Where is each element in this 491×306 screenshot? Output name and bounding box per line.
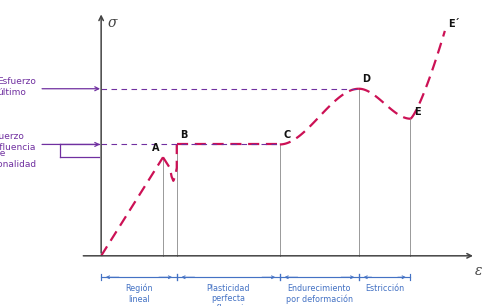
Text: C: C — [283, 130, 291, 140]
Text: Esfuerzo
de fluencia: Esfuerzo de fluencia — [0, 132, 36, 152]
Text: Estricción: Estricción — [365, 284, 404, 293]
Text: Endurecimiento
por deformación: Endurecimiento por deformación — [286, 284, 353, 304]
Text: B: B — [180, 130, 188, 140]
Text: ε: ε — [475, 264, 483, 278]
Text: Región
lineal: Región lineal — [125, 284, 153, 304]
Text: A: A — [152, 143, 160, 153]
Text: E´: E´ — [448, 19, 460, 29]
Text: E: E — [414, 106, 420, 117]
Text: Esfuerzo
último: Esfuerzo último — [0, 76, 36, 97]
Text: Límite  de
proporcionalidad: Límite de proporcionalidad — [0, 149, 36, 170]
Text: Plasticidad
perfecta
o fluencia: Plasticidad perfecta o fluencia — [207, 284, 250, 306]
Text: D: D — [362, 74, 370, 84]
Text: σ: σ — [108, 16, 117, 30]
